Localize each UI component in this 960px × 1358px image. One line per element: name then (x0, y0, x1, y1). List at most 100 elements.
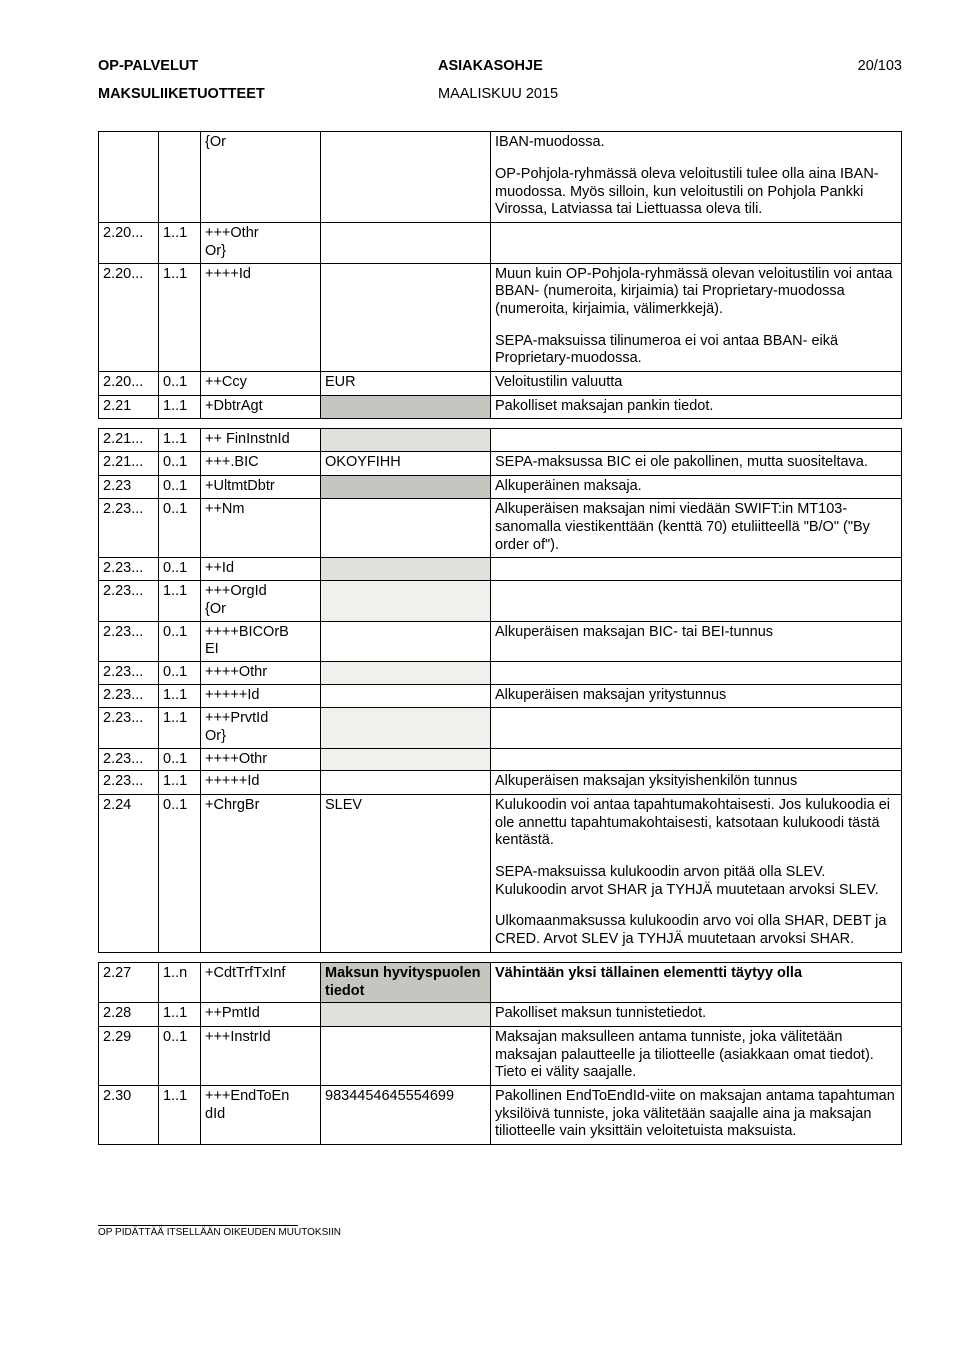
footer-text: OP PIDÄTTÄÄ ITSELLÄÄN OIKEUDEN MUUTOKSII… (98, 1227, 341, 1238)
table-row: 2.23...1..1+++++IdAlkuperäisen maksajan … (99, 771, 902, 795)
table-cell (491, 661, 902, 684)
table-cell: Maksajan maksulleen antama tunniste, jok… (491, 1026, 902, 1085)
table-cell (321, 1003, 491, 1027)
table-cell: 0..1 (159, 371, 201, 395)
table-row: 2.20...0..1++CcyEURVeloitustilin valuutt… (99, 371, 902, 395)
table-cell: 2.21 (99, 395, 159, 419)
table-cell: Pakolliset maksajan pankin tiedot. (491, 395, 902, 419)
table-cell: 1..1 (159, 771, 201, 795)
table-cell: 2.20... (99, 223, 159, 263)
table-row: 2.21...1..1++ FinInstnId (99, 429, 902, 452)
table-cell: ++++Id (201, 263, 321, 371)
table-cell: 0..1 (159, 1026, 201, 1085)
table-cell: 2.20... (99, 371, 159, 395)
table-cell: 2.21... (99, 452, 159, 476)
table-cell (321, 475, 491, 499)
table-cell: ++Nm (201, 499, 321, 558)
table-cell: +ChrgBr (201, 795, 321, 953)
table-row: 2.23...1..1+++OrgId{Or (99, 581, 902, 621)
table-cell: 2.30 (99, 1085, 159, 1144)
table-row: 2.23...1..1+++PrvtIdOr} (99, 708, 902, 748)
table-cell: 1..1 (159, 581, 201, 621)
table-cell: +++++Id (201, 684, 321, 708)
table-cell: 1..1 (159, 684, 201, 708)
page-footer: OP PIDÄTTÄÄ ITSELLÄÄN OIKEUDEN MUUTOKSII… (98, 1225, 902, 1239)
table-cell: Alkuperäisen maksajan yritystunnus (491, 684, 902, 708)
table-cell: Pakollinen EndToEndId-viite on maksajan … (491, 1085, 902, 1144)
table-cell: Alkuperäisen maksajan nimi viedään SWIFT… (491, 499, 902, 558)
table-row: 2.271..n+CdtTrfTxInfMaksun hyvityspuolen… (99, 962, 902, 1002)
table-cell: 1..1 (159, 263, 201, 371)
table-cell: 0..1 (159, 795, 201, 953)
table-cell: Veloitustilin valuutta (491, 371, 902, 395)
table-cell: ++++BICOrBEI (201, 621, 321, 661)
table-cell: 0..1 (159, 452, 201, 476)
table-cell: 0..1 (159, 499, 201, 558)
spec-table: {OrIBAN-muodossa.OP-Pohjola-ryhmässä ole… (98, 131, 902, 1145)
table-row: 2.23...0..1++++Othr (99, 661, 902, 684)
table-cell: 0..1 (159, 621, 201, 661)
table-cell (491, 581, 902, 621)
table-cell (321, 708, 491, 748)
table-cell (321, 395, 491, 419)
table-cell (99, 132, 159, 223)
table-cell: Alkuperäinen maksaja. (491, 475, 902, 499)
table-cell: Alkuperäisen maksajan BIC- tai BEI-tunnu… (491, 621, 902, 661)
table-cell: Maksun hyvityspuolen tiedot (321, 962, 491, 1002)
table-cell: 2.23... (99, 708, 159, 748)
footer-rule (98, 1225, 298, 1226)
table-row: 2.211..1+DbtrAgtPakolliset maksajan pank… (99, 395, 902, 419)
header-mid-2: MAALISKUU 2015 (438, 86, 902, 104)
table-cell: IBAN-muodossa.OP-Pohjola-ryhmässä oleva … (491, 132, 902, 223)
table-cell: +CdtTrfTxInf (201, 962, 321, 1002)
table-row: 2.23...0..1++++BICOrBEIAlkuperäisen maks… (99, 621, 902, 661)
table-cell: 2.24 (99, 795, 159, 953)
table-cell: ++++Othr (201, 748, 321, 771)
table-cell: Muun kuin OP-Pohjola-ryhmässä olevan vel… (491, 263, 902, 371)
table-cell: 2.21... (99, 429, 159, 452)
table-cell: 2.23... (99, 748, 159, 771)
table-cell: Vähintään yksi tällainen elementti täyty… (491, 962, 902, 1002)
table-cell: 2.28 (99, 1003, 159, 1027)
table-row: 2.240..1+ChrgBrSLEVKulukoodin voi antaa … (99, 795, 902, 953)
table-cell (321, 223, 491, 263)
table-row: 2.281..1++PmtIdPakolliset maksun tunnist… (99, 1003, 902, 1027)
table-row: 2.20...1..1+++OthrOr} (99, 223, 902, 263)
table-cell: 2.27 (99, 962, 159, 1002)
table-cell: 1..1 (159, 1085, 201, 1144)
table-cell: 1..1 (159, 223, 201, 263)
table-cell: 0..1 (159, 748, 201, 771)
table-cell: +++++Id (201, 771, 321, 795)
table-cell: 2.23... (99, 499, 159, 558)
table-cell: +++InstrId (201, 1026, 321, 1085)
table-cell (321, 661, 491, 684)
table-cell: ++++Othr (201, 661, 321, 684)
table-cell: +++.BIC (201, 452, 321, 476)
table-cell: +++OrgId{Or (201, 581, 321, 621)
table-cell: +++EndToEndId (201, 1085, 321, 1144)
table-cell: 1..1 (159, 708, 201, 748)
table-cell: 1..n (159, 962, 201, 1002)
table-row: 2.23...1..1+++++Id Alkuperäisen maksajan … (99, 684, 902, 708)
table-cell: 2.20... (99, 263, 159, 371)
table-cell: SLEV (321, 795, 491, 953)
table-row: 2.230..1+UltmtDbtrAlkuperäinen maksaja. (99, 475, 902, 499)
table-row: 2.23...0..1++Nm Alkuperäisen maksajan nim… (99, 499, 902, 558)
table-cell: ++PmtId (201, 1003, 321, 1027)
table-row: 2.23...0..1++++Othr (99, 748, 902, 771)
table-row: 2.20...1..1++++Id Muun kuin OP-Pohjola-ry… (99, 263, 902, 371)
table-cell (321, 621, 491, 661)
table-row: 2.301..1+++EndToEndId9834454645554699Pak… (99, 1085, 902, 1144)
table-cell: 0..1 (159, 558, 201, 581)
table-cell (321, 132, 491, 223)
table-cell: ++Id (201, 558, 321, 581)
table-cell: 0..1 (159, 475, 201, 499)
table-cell: 2.23... (99, 661, 159, 684)
table-cell: 1..1 (159, 1003, 201, 1027)
table-cell: 2.23... (99, 684, 159, 708)
table-cell (491, 429, 902, 452)
table-cell: 2.29 (99, 1026, 159, 1085)
table-cell (159, 132, 201, 223)
table-cell: 1..1 (159, 395, 201, 419)
table-cell (321, 684, 491, 708)
